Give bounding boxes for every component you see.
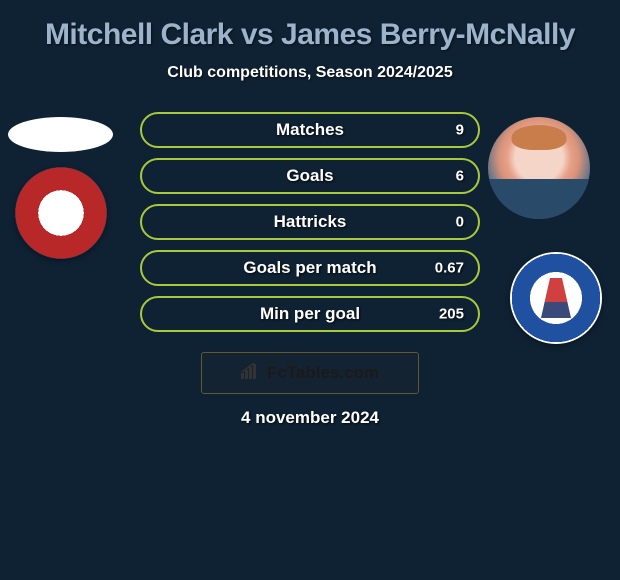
stat-label: Goals xyxy=(286,166,333,186)
chart-icon xyxy=(241,363,261,384)
stat-label: Min per goal xyxy=(260,304,360,324)
club-badge-right xyxy=(510,252,602,344)
page-title: Mitchell Clark vs James Berry-McNally xyxy=(0,18,620,52)
watermark-text: FcTables.com xyxy=(267,363,379,383)
stat-value-right: 205 xyxy=(439,306,464,323)
stat-row-goals-per-match: Goals per match 0.67 xyxy=(140,250,480,286)
club-badge-right-inner xyxy=(541,278,571,318)
stat-row-goals: Goals 6 xyxy=(140,158,480,194)
comparison-card: Mitchell Clark vs James Berry-McNally Cl… xyxy=(0,0,620,377)
stat-label: Goals per match xyxy=(243,258,376,278)
watermark: FcTables.com xyxy=(201,352,419,394)
stat-rows: Matches 9 Goals 6 Hattricks 0 xyxy=(140,112,480,342)
subtitle: Club competitions, Season 2024/2025 xyxy=(0,64,620,82)
stat-row-hattricks: Hattricks 0 xyxy=(140,204,480,240)
stat-area: Matches 9 Goals 6 Hattricks 0 xyxy=(0,117,620,367)
stat-value-right: 0 xyxy=(456,214,464,231)
player-right-avatar xyxy=(488,117,590,219)
date-label: 4 november 2024 xyxy=(241,408,379,428)
stat-value-right: 6 xyxy=(456,168,464,185)
club-badge-left xyxy=(15,167,107,259)
stat-label: Matches xyxy=(276,120,344,140)
stat-label: Hattricks xyxy=(274,212,347,232)
stat-row-min-per-goal: Min per goal 205 xyxy=(140,296,480,332)
player-left-avatar xyxy=(8,117,113,152)
stat-row-matches: Matches 9 xyxy=(140,112,480,148)
stat-value-right: 9 xyxy=(456,122,464,139)
stat-value-right: 0.67 xyxy=(435,260,464,277)
